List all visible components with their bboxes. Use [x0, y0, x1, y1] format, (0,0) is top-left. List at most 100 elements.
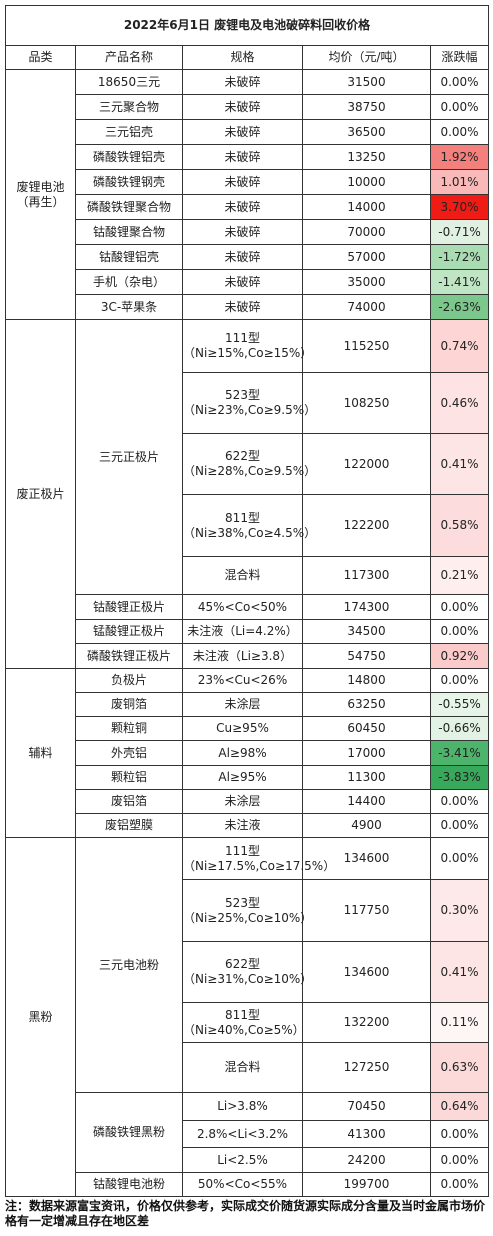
table-row: 外壳铝 Al≥98% 17000 -3.41% [6, 740, 490, 766]
change-cell: 3.70% [429, 194, 490, 220]
table-row: 三元聚合物 未破碎 38750 0.00% [6, 94, 490, 120]
table-row: 废铝塑膜 未注液 4900 0.00% [6, 813, 490, 838]
price-cell: 70000 [302, 219, 431, 245]
price-cell: 54750 [302, 643, 431, 669]
change-cell: -0.66% [429, 716, 490, 741]
category-cell: 废锂电池 （再生） [5, 69, 76, 320]
footnote: 注：数据来源富宝资讯，价格仅供参考，实际成交价随货源实际成分含量及当时金属市场价… [5, 1199, 486, 1228]
price-cell: 14000 [302, 194, 431, 220]
header-row: 品类 产品名称 规格 均价（元/吨） 涨跌幅 [5, 45, 490, 70]
product-cell: 磷酸铁锂聚合物 [75, 194, 183, 220]
change-cell: 1.01% [429, 169, 490, 195]
header-cell: 涨跌幅 [429, 45, 490, 70]
header-cell: 均价（元/吨） [302, 45, 431, 70]
change-cell: 0.92% [429, 643, 490, 669]
change-cell: 0.00% [429, 1172, 490, 1197]
spec-cell: Cu≥95% [182, 716, 303, 741]
header-cell: 产品名称 [75, 45, 183, 70]
change-cell: 0.63% [429, 1042, 490, 1093]
spec-cell: 未涂层 [182, 692, 303, 717]
table-row: 钴酸锂聚合物 未破碎 70000 -0.71% [6, 219, 490, 245]
header-cell: 规格 [182, 45, 303, 70]
price-cell: 108250 [302, 372, 431, 434]
table-row: 颗粒铜 Cu≥95% 60450 -0.66% [6, 716, 490, 741]
price-cell: 127250 [302, 1042, 431, 1093]
price-cell: 36500 [302, 119, 431, 145]
table-row: 磷酸铁锂聚合物 未破碎 14000 3.70% [6, 194, 490, 220]
change-cell: 0.00% [429, 668, 490, 693]
header-cell: 品类 [5, 45, 76, 70]
change-cell: -0.55% [429, 692, 490, 717]
change-cell: 0.64% [429, 1092, 490, 1121]
table-row: 磷酸铁锂正极片 未注液（Li≥3.8） 54750 0.92% [6, 643, 490, 669]
category-cell: 废正极片 [5, 319, 76, 669]
spec-cell: 未涂层 [182, 789, 303, 814]
spec-cell: 811型 （Ni≥40%,Co≥5%） [182, 1002, 305, 1043]
product-cell: 钴酸锂铝壳 [75, 244, 183, 270]
spec-cell: 2.8%<Li<3.2% [182, 1120, 303, 1148]
table-row: 废正极片 三元正极片 111型 （Ni≥15%,Co≥15%） 115250 0.74% [5, 319, 490, 669]
change-cell: 0.00% [429, 837, 490, 880]
spec-cell: 523型 （Ni≥23%,Co≥9.5%） [182, 372, 316, 434]
price-cell: 24200 [302, 1147, 431, 1173]
price-cell: 74000 [302, 294, 431, 320]
price-cell: 13250 [302, 144, 431, 170]
spec-cell: 未破碎 [182, 119, 303, 145]
price-cell: 17000 [302, 740, 431, 766]
spec-cell: 622型 （Ni≥31%,Co≥10%） [182, 941, 312, 1003]
product-cell: 3C-苹果条 [75, 294, 183, 320]
change-cell: 1.92% [429, 144, 490, 170]
change-cell: 0.00% [429, 1147, 490, 1173]
change-cell: 0.00% [429, 94, 490, 120]
product-cell: 18650三元 [75, 69, 183, 95]
change-cell: 0.58% [429, 494, 490, 557]
price-cell: 10000 [302, 169, 431, 195]
price-cell: 134600 [302, 941, 431, 1003]
table-row: 钴酸锂电池粉 50%<Co<55% 199700 0.00% [6, 1172, 490, 1197]
table-row: 523型 （Ni≥25%,Co≥10%） 117750 0.30% [6, 879, 490, 942]
price-cell: 38750 [302, 94, 431, 120]
product-cell: 颗粒铝 [75, 765, 183, 790]
table-row: 811型 （Ni≥38%,Co≥4.5%） 122200 0.58% [6, 494, 490, 557]
spec-cell: 未破碎 [182, 194, 303, 220]
product-cell: 磷酸铁锂铝壳 [75, 144, 183, 170]
table-row: 622型 （Ni≥31%,Co≥10%） 134600 0.41% [6, 941, 490, 1003]
price-cell: 122200 [302, 494, 431, 557]
product-cell: 三元聚合物 [75, 94, 183, 120]
table-row: 磷酸铁锂黑粉 Li>3.8% 70450 0.64% [6, 1092, 490, 1173]
change-cell: 0.11% [429, 1002, 490, 1043]
product-cell: 磷酸铁锂正极片 [75, 643, 183, 669]
spec-cell: 未破碎 [182, 144, 303, 170]
change-cell: 0.00% [429, 813, 490, 838]
spec-cell: 45%<Co<50% [182, 594, 303, 620]
spec-cell: Li<2.5% [182, 1147, 303, 1173]
price-cell: 14400 [302, 789, 431, 814]
table-row: 3C-苹果条 未破碎 74000 -2.63% [6, 294, 490, 320]
table-row: 废铜箔 未涂层 63250 -0.55% [6, 692, 490, 717]
table-row: 混合料 117300 0.21% [6, 556, 490, 595]
change-cell: -0.71% [429, 219, 490, 245]
product-cell: 磷酸铁锂黑粉 [75, 1092, 183, 1173]
table-row: 锰酸锂正极片 未注液（Li=4.2%） 34500 0.00% [6, 619, 490, 644]
product-cell: 三元正极片 [75, 319, 183, 595]
price-cell: 115250 [302, 319, 431, 373]
change-cell: -3.41% [429, 740, 490, 766]
product-cell: 手机（杂电） [75, 269, 183, 295]
spec-cell: 未破碎 [182, 244, 303, 270]
product-cell: 负极片 [75, 668, 183, 693]
spec-cell: 未破碎 [182, 94, 303, 120]
table-row: 811型 （Ni≥40%,Co≥5%） 132200 0.11% [6, 1002, 490, 1043]
spec-cell: Li>3.8% [182, 1092, 303, 1121]
table-row: 磷酸铁锂钢壳 未破碎 10000 1.01% [6, 169, 490, 195]
change-cell: 0.41% [429, 433, 490, 495]
product-cell: 废铝箔 [75, 789, 183, 814]
spec-cell: 未破碎 [182, 269, 303, 295]
price-cell: 117300 [302, 556, 431, 595]
product-cell: 废铜箔 [75, 692, 183, 717]
change-cell: -2.63% [429, 294, 490, 320]
table-row: 钴酸锂铝壳 未破碎 57000 -1.72% [6, 244, 490, 270]
category-cell: 辅料 [5, 668, 76, 838]
change-cell: -1.72% [429, 244, 490, 270]
change-cell: 0.00% [429, 594, 490, 620]
